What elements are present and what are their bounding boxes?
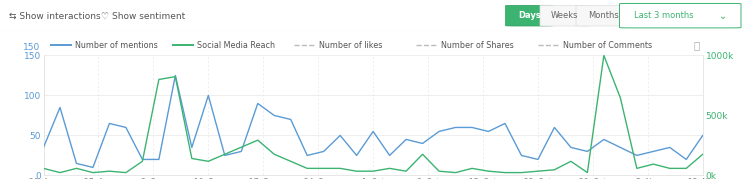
Text: Social Media Reach: Social Media Reach: [197, 41, 275, 50]
FancyBboxPatch shape: [506, 5, 554, 26]
Text: Number of Shares: Number of Shares: [441, 41, 514, 50]
Text: ⇆ Show interactions: ⇆ Show interactions: [9, 12, 101, 21]
FancyBboxPatch shape: [620, 3, 741, 28]
Text: ⓘ: ⓘ: [693, 40, 700, 50]
Text: Number of mentions: Number of mentions: [75, 41, 158, 50]
Text: Months: Months: [588, 11, 619, 20]
Text: ⌄: ⌄: [719, 11, 728, 21]
Text: Number of likes: Number of likes: [319, 41, 382, 50]
Text: ♡ Show sentiment: ♡ Show sentiment: [101, 12, 185, 21]
Text: Last 3 months: Last 3 months: [634, 11, 694, 20]
Text: 150: 150: [23, 43, 40, 52]
FancyBboxPatch shape: [576, 5, 631, 26]
Text: Weeks: Weeks: [551, 11, 578, 20]
Text: Days: Days: [518, 11, 541, 20]
Text: Number of Comments: Number of Comments: [563, 41, 652, 50]
FancyBboxPatch shape: [540, 5, 590, 26]
